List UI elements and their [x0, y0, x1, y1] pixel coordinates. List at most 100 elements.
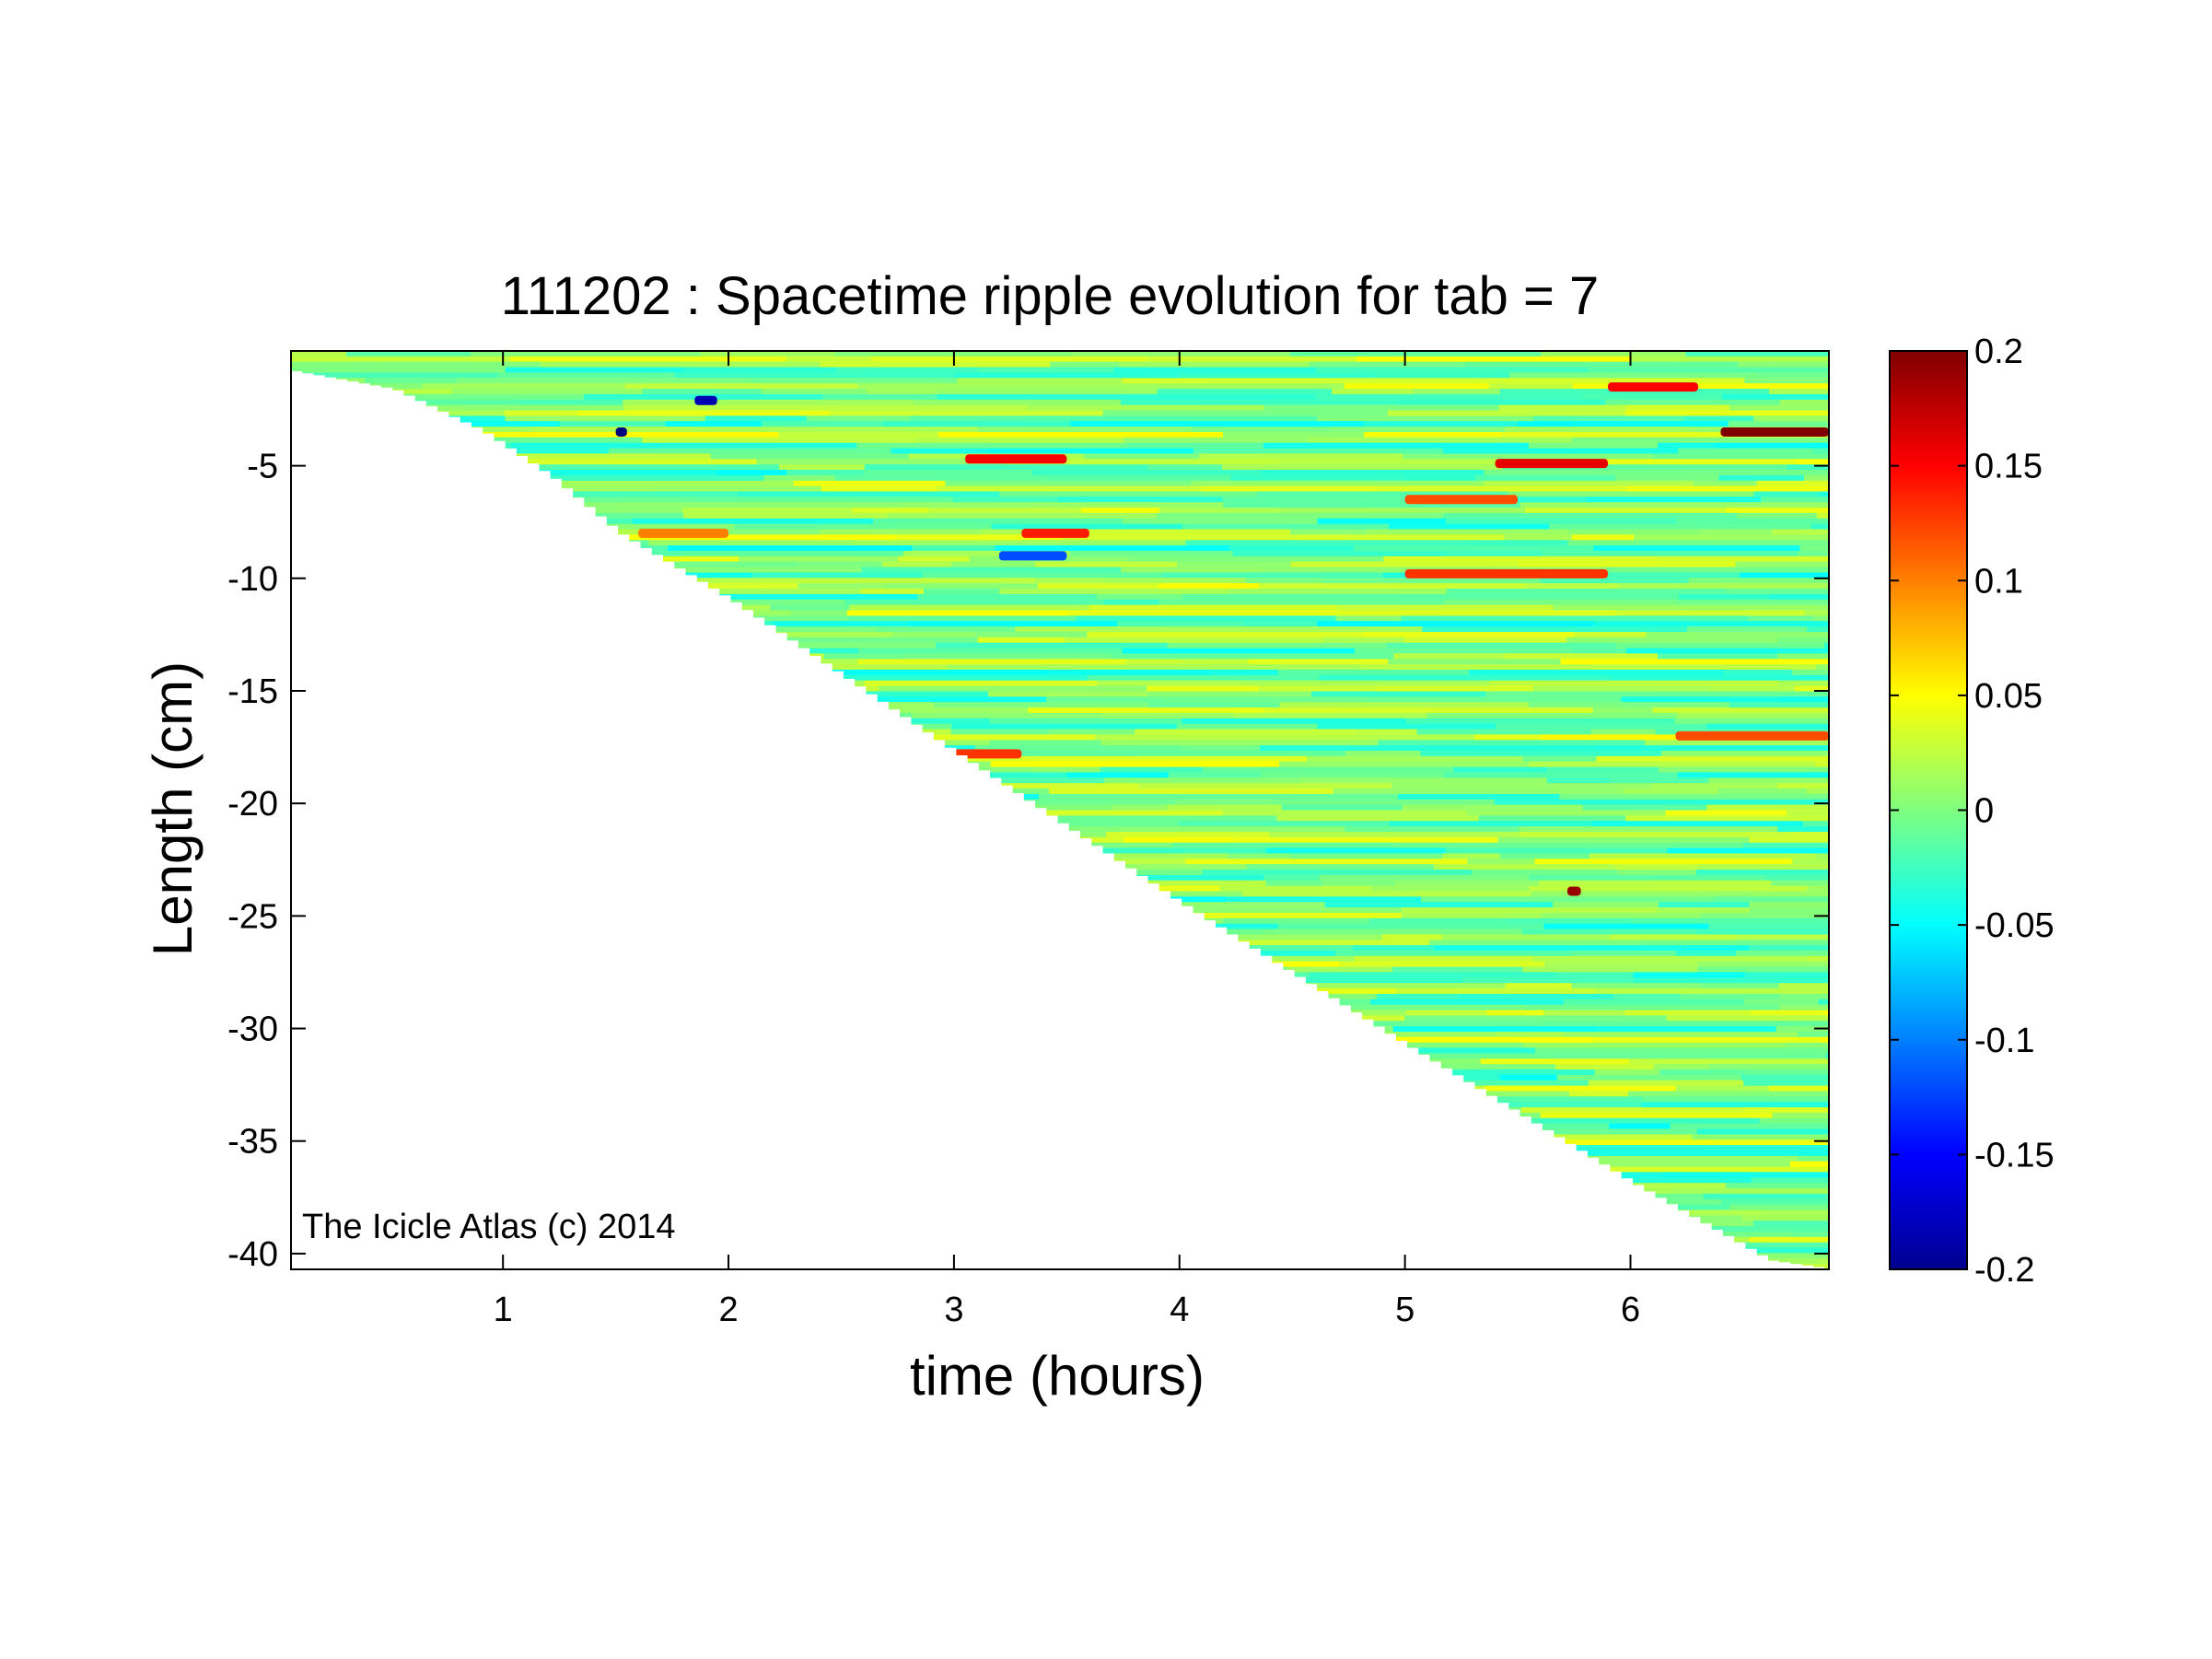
colorbar-tick-label: 0.2: [1974, 333, 2023, 371]
ripple-cell: [1798, 1032, 1829, 1038]
ripple-cell: [1102, 410, 1388, 416]
ripple-cell: [1709, 685, 1795, 693]
ripple-cell: [1426, 712, 1678, 719]
ripple-cell: [683, 367, 837, 374]
ripple-cell: [1753, 491, 1820, 497]
ripple-cell: [1228, 589, 1447, 595]
ripple-cell: [1799, 545, 1829, 552]
ripple-cell: [1057, 497, 1223, 503]
ripple-cell: [1544, 961, 1699, 968]
ripple-cell: [1777, 648, 1829, 655]
ripple-cell: [995, 545, 1230, 552]
ripple-cell: [497, 372, 675, 379]
ripple-cell: [1159, 599, 1445, 606]
y-tick-label: -20: [227, 785, 278, 824]
ripple-cell: [1610, 777, 1709, 784]
ripple-cell: [1263, 404, 1499, 412]
ripple-cell: [1553, 1053, 1827, 1059]
ripple-cell: [1339, 961, 1545, 968]
ripple-cell: [1311, 691, 1486, 697]
ripple-cell: [1628, 383, 1829, 390]
ripple-cell: [989, 718, 1182, 725]
ripple-cell: [1701, 983, 1779, 989]
ripple-cell: [923, 589, 1000, 595]
ripple-cell: [1365, 508, 1525, 514]
ripple-cell: [952, 497, 1058, 503]
ripple-cell: [1814, 761, 1829, 768]
ripple-cell: [1370, 999, 1564, 1006]
ripple-cell: [876, 626, 1016, 633]
ripple-cell: [898, 555, 970, 563]
ripple-cell: [778, 432, 939, 438]
ripple-cell: [1594, 1069, 1660, 1076]
ripple-cell: [1170, 912, 1402, 919]
ripple-cell: [1276, 815, 1479, 822]
x-tick-label: 2: [718, 1291, 738, 1329]
ripple-cell: [694, 637, 978, 644]
ripple-cell: [1624, 789, 1718, 795]
ripple-cell: [1496, 723, 1706, 730]
ripple-cell: [1100, 766, 1204, 774]
ripple-cell: [1519, 832, 1790, 838]
ripple-cell: [1657, 555, 1829, 563]
ripple-cell: [1645, 740, 1829, 746]
ripple-cell: [1480, 1058, 1630, 1065]
colorbar-tick-label: -0.1: [1974, 1022, 2034, 1060]
ripple-cell: [1123, 907, 1402, 914]
ripple-feature: [694, 395, 717, 405]
ripple-cell: [1612, 674, 1829, 682]
ripple-cell: [1659, 766, 1807, 774]
ripple-cell: [1401, 912, 1542, 919]
ripple-cell: [1737, 512, 1817, 520]
ripple-cell: [1746, 1253, 1829, 1259]
ripple-cell: [1027, 404, 1264, 412]
ripple-cell: [429, 415, 506, 422]
ripple-cell: [1363, 421, 1519, 427]
ripple-cell: [700, 351, 835, 357]
ripple-cell: [912, 712, 1101, 719]
ripple-cell: [1087, 632, 1362, 638]
ripple-cell: [1706, 804, 1829, 812]
ripple-cell: [844, 599, 1104, 606]
ripple-cell: [1279, 761, 1529, 768]
ripple-cell: [1203, 393, 1315, 401]
ripple-cell: [1355, 648, 1571, 655]
ripple-cell: [1413, 389, 1500, 395]
colorbar-tick-label: 0.15: [1974, 448, 2043, 486]
ripple-cell: [1458, 993, 1614, 1000]
ripple-cell: [1147, 691, 1311, 697]
ripple-cell: [1570, 648, 1626, 655]
ripple-cell: [1242, 891, 1531, 897]
ripple-cell: [1248, 659, 1389, 665]
ripple-cell: [1567, 540, 1829, 546]
ripple-cell: [451, 389, 643, 395]
ripple-cell: [1534, 859, 1793, 865]
ripple-cell: [1529, 885, 1808, 893]
ripple-cell: [1345, 826, 1519, 833]
ripple-cell: [786, 356, 871, 363]
ripple-cell: [914, 399, 1121, 406]
ripple-cell: [1730, 1247, 1829, 1254]
ripple-cell: [1499, 389, 1770, 395]
ripple-cell: [1245, 578, 1322, 584]
ripple-cell: [716, 529, 820, 535]
ripple-cell: [1259, 583, 1527, 590]
ripple-cell: [910, 415, 1024, 422]
ripple-cell: [912, 545, 995, 552]
ripple-cell: [1617, 870, 1696, 876]
ripple-cell: [1486, 1010, 1544, 1016]
ripple-cell: [1749, 945, 1829, 952]
ripple-cell: [1787, 464, 1829, 471]
ripple-cell: [1035, 561, 1177, 568]
x-axis-label: time (hours): [910, 1345, 1205, 1407]
ripple-cell: [1603, 929, 1695, 935]
ripple-cell: [1047, 842, 1173, 849]
ripple-cell: [1389, 523, 1550, 531]
ripple-cell: [1070, 421, 1364, 427]
ripple-cell: [1750, 1010, 1825, 1016]
ripple-cell: [1412, 1047, 1536, 1054]
ripple-cell: [1279, 702, 1529, 708]
ripple-cell: [690, 497, 953, 503]
ripple-cell: [1176, 723, 1318, 730]
ripple-cell: [1210, 378, 1478, 384]
